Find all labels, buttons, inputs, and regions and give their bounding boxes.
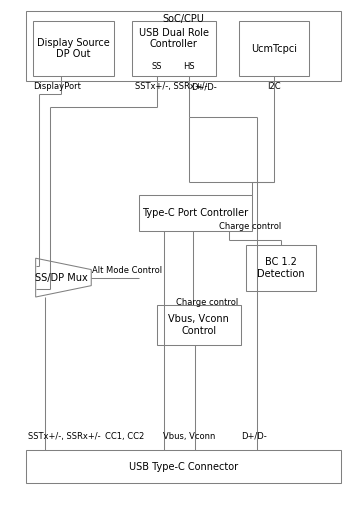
Text: I2C: I2C [267, 83, 280, 91]
Text: Vbus, Vconn
Control: Vbus, Vconn Control [168, 314, 229, 335]
Text: Charge control: Charge control [176, 298, 238, 307]
FancyBboxPatch shape [157, 305, 241, 345]
Text: Alt Mode Control: Alt Mode Control [92, 266, 162, 275]
Text: SS/DP Mux: SS/DP Mux [35, 272, 88, 283]
Polygon shape [36, 258, 91, 297]
Text: SSTx+/-, SSRx+/-: SSTx+/-, SSRx+/- [135, 83, 208, 91]
FancyBboxPatch shape [26, 11, 341, 81]
Text: UcmTcpci: UcmTcpci [251, 44, 297, 53]
Text: D+/D-: D+/D- [241, 432, 267, 441]
FancyBboxPatch shape [132, 21, 216, 76]
FancyBboxPatch shape [246, 245, 316, 291]
Text: SS: SS [152, 62, 162, 71]
Text: SSTx+/-, SSRx+/-: SSTx+/-, SSRx+/- [28, 432, 100, 441]
Text: SoC/CPU: SoC/CPU [163, 13, 204, 24]
FancyBboxPatch shape [239, 21, 309, 76]
Text: HS: HS [183, 62, 195, 71]
Text: USB Type-C Connector: USB Type-C Connector [129, 462, 238, 472]
Text: Vbus, Vconn: Vbus, Vconn [163, 432, 215, 441]
FancyBboxPatch shape [33, 21, 114, 76]
Text: D+/D-: D+/D- [191, 83, 216, 91]
Text: Charge control: Charge control [220, 222, 282, 231]
Text: CC1, CC2: CC1, CC2 [105, 432, 144, 441]
Text: Display Source
DP Out: Display Source DP Out [37, 38, 110, 59]
FancyBboxPatch shape [26, 450, 341, 483]
Text: USB Dual Role
Controller: USB Dual Role Controller [139, 28, 209, 49]
Text: DisplayPort: DisplayPort [33, 83, 81, 91]
Text: Type-C Port Controller: Type-C Port Controller [142, 208, 248, 218]
FancyBboxPatch shape [139, 195, 252, 231]
Text: BC 1.2
Detection: BC 1.2 Detection [257, 257, 305, 279]
